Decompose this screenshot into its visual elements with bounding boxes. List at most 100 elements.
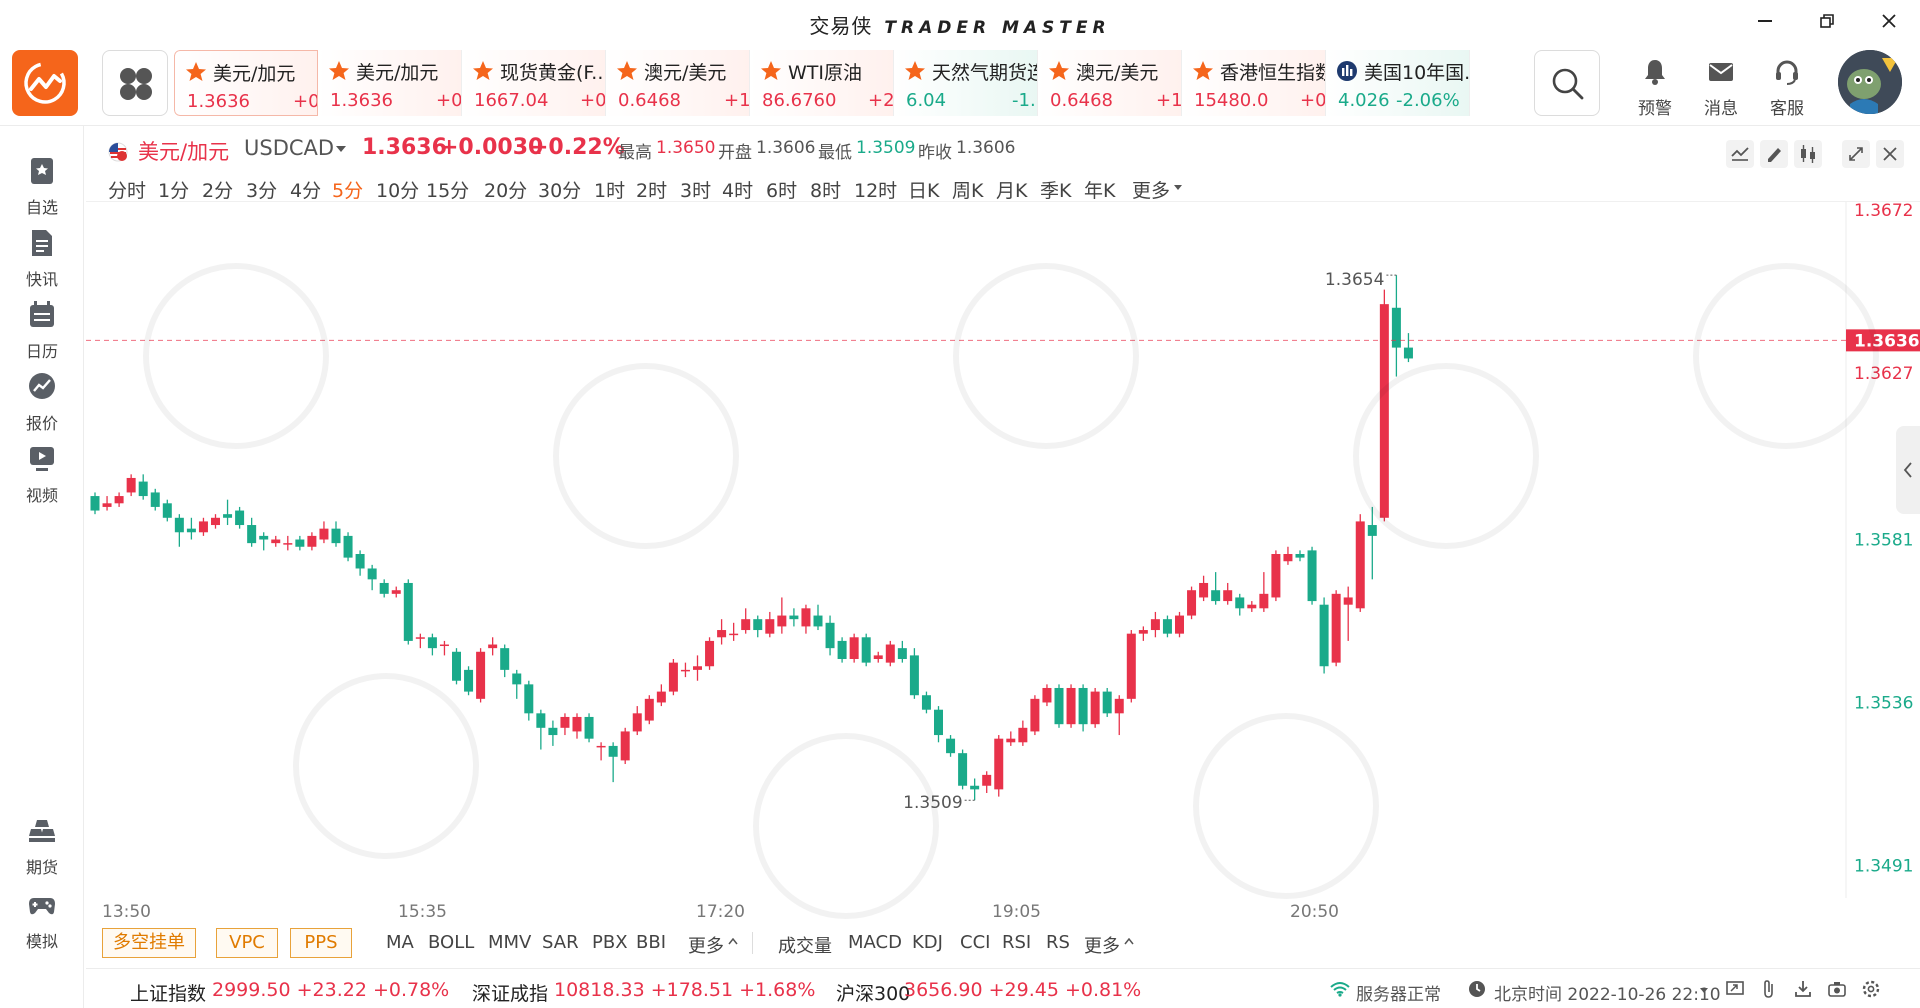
main-indicator-2[interactable]: MMV bbox=[488, 932, 532, 953]
timeframe-1[interactable]: 1分 bbox=[158, 180, 190, 202]
prev-close-value: 1.3606 bbox=[956, 138, 1016, 158]
timeframe-20[interactable]: 季K bbox=[1040, 180, 1072, 202]
top-action-mail[interactable]: 消息 bbox=[1694, 54, 1748, 119]
sub-indicator-0[interactable]: 成交量 bbox=[778, 936, 832, 957]
timeframe-14[interactable]: 6时 bbox=[766, 180, 798, 202]
timeframe-13[interactable]: 4时 bbox=[722, 180, 754, 202]
candle bbox=[235, 506, 245, 529]
timeframe-22[interactable]: 更多 bbox=[1132, 180, 1171, 202]
index-name[interactable]: 上证指数 bbox=[130, 983, 207, 1005]
timeframe-12[interactable]: 3时 bbox=[680, 180, 712, 202]
timeframe-7[interactable]: 15分 bbox=[426, 180, 470, 202]
main-indicator-1[interactable]: BOLL bbox=[428, 932, 475, 953]
sidebar-item-video[interactable]: 视频 bbox=[0, 434, 84, 514]
index-name[interactable]: 沪深300 bbox=[836, 983, 911, 1005]
watchlist-tab[interactable]: 澳元/美元 0.6468 +1. bbox=[606, 50, 750, 116]
watchlist-tab[interactable]: 美国10年国... 4.026 -2.06% bbox=[1326, 50, 1470, 116]
screenshot-icon[interactable] bbox=[1828, 980, 1846, 998]
fullscreen-button[interactable] bbox=[1842, 140, 1870, 168]
timeframe-5[interactable]: 5分 bbox=[332, 180, 364, 202]
app-grid-button[interactable] bbox=[102, 50, 168, 116]
watchlist-change: +2. bbox=[868, 90, 894, 111]
side-panel-toggle[interactable] bbox=[1896, 426, 1920, 514]
sidebar-item-gamepad[interactable]: 模拟 bbox=[0, 880, 84, 960]
sidebar-item-trend[interactable]: 报价 bbox=[0, 362, 84, 442]
main-indicator-4[interactable]: PBX bbox=[592, 932, 628, 953]
chevron-up-icon[interactable] bbox=[728, 938, 738, 945]
main-indicator-6[interactable]: 更多 bbox=[688, 936, 724, 957]
timeframe-0[interactable]: 分时 bbox=[108, 180, 147, 202]
timeframe-15[interactable]: 8时 bbox=[810, 180, 842, 202]
top-action-headset[interactable]: 客服 bbox=[1760, 54, 1814, 119]
timeframe-17[interactable]: 日K bbox=[908, 180, 940, 202]
indicator-toggle-2[interactable]: PPS bbox=[290, 928, 352, 958]
indicator-divider bbox=[752, 932, 753, 954]
timeframe-3[interactable]: 3分 bbox=[246, 180, 278, 202]
symbol-code[interactable]: USDCAD bbox=[244, 136, 335, 160]
chevron-up-icon[interactable] bbox=[1124, 938, 1134, 945]
candle-style-button[interactable] bbox=[1794, 140, 1822, 168]
index-name[interactable]: 深证成指 bbox=[472, 983, 549, 1005]
minimize-button[interactable] bbox=[1748, 6, 1782, 36]
sub-indicator-3[interactable]: CCI bbox=[960, 932, 991, 953]
timeframe-2[interactable]: 2分 bbox=[202, 180, 234, 202]
timeframe-11[interactable]: 2时 bbox=[636, 180, 668, 202]
sub-indicator-5[interactable]: RS bbox=[1046, 932, 1070, 953]
watchlist-tab[interactable]: WTI原油 86.6760 +2. bbox=[750, 50, 894, 116]
timeframe-6[interactable]: 10分 bbox=[376, 180, 420, 202]
watchlist-tab[interactable]: 天然气期货连 6.04 -1. bbox=[894, 50, 1038, 116]
candle bbox=[1259, 572, 1269, 612]
timeframe-8[interactable]: 20分 bbox=[484, 180, 528, 202]
indicator-toggle-0[interactable]: 多空挂单 bbox=[102, 928, 196, 958]
candle bbox=[1235, 593, 1245, 616]
sidebar-item-gold-bars[interactable]: 期货 bbox=[0, 806, 84, 886]
sidebar-item-label: 日历 bbox=[25, 342, 58, 361]
draw-tool-button[interactable] bbox=[1760, 140, 1788, 168]
index-value: 3656.90 +29.45 +0.81% bbox=[904, 979, 1142, 1001]
search-button[interactable] bbox=[1534, 50, 1600, 116]
top-bar: 美元/加元 1.3636 +0. 美元/加元 1.3636 +0. 现货黄金(F.. 1667… bbox=[0, 44, 1920, 126]
watchlist-tab[interactable]: 香港恒生指数 15480.0 +0. bbox=[1182, 50, 1326, 116]
sub-indicator-2[interactable]: KDJ bbox=[912, 932, 943, 953]
screen-icon[interactable] bbox=[1726, 980, 1744, 998]
chevron-down-icon[interactable] bbox=[1700, 988, 1708, 993]
sidebar-item-bookmark[interactable]: 自选 bbox=[0, 146, 84, 226]
timeframe-4[interactable]: 4分 bbox=[290, 180, 322, 202]
watchlist-tab[interactable]: 澳元/美元 0.6468 +1. bbox=[1038, 50, 1182, 116]
symbol-name[interactable]: 美元/加元 bbox=[138, 140, 230, 164]
top-action-bell[interactable]: 预警 bbox=[1628, 54, 1682, 119]
timeframe-21[interactable]: 年K bbox=[1084, 180, 1116, 202]
price-tick-label: 1.3491 bbox=[1854, 856, 1913, 876]
chevron-down-icon[interactable] bbox=[336, 146, 346, 152]
candle bbox=[1150, 611, 1160, 638]
download-icon[interactable] bbox=[1794, 980, 1812, 998]
app-logo[interactable] bbox=[12, 50, 78, 116]
watchlist-tab[interactable]: 美元/加元 1.3636 +0. bbox=[318, 50, 462, 116]
close-chart-button[interactable] bbox=[1876, 140, 1904, 168]
line-tool-button[interactable] bbox=[1726, 140, 1754, 168]
timeframe-16[interactable]: 12时 bbox=[854, 180, 898, 202]
sidebar-item-calendar[interactable]: 日历 bbox=[0, 290, 84, 370]
timeframe-9[interactable]: 30分 bbox=[538, 180, 582, 202]
timeframe-10[interactable]: 1时 bbox=[594, 180, 626, 202]
sub-indicator-1[interactable]: MACD bbox=[848, 932, 902, 953]
attach-icon[interactable] bbox=[1760, 980, 1778, 998]
settings-icon[interactable] bbox=[1862, 980, 1880, 998]
watchlist-tab[interactable]: 美元/加元 1.3636 +0. bbox=[174, 50, 318, 116]
watchlist-tab[interactable]: 现货黄金(F.. 1667.04 +0. bbox=[462, 50, 606, 116]
main-indicator-5[interactable]: BBI bbox=[636, 932, 667, 953]
timeframe-18[interactable]: 周K bbox=[952, 180, 984, 202]
close-window-button[interactable] bbox=[1872, 6, 1906, 36]
sub-indicator-6[interactable]: 更多 bbox=[1084, 936, 1120, 957]
candlestick-chart[interactable]: 1.3654 1.3509 1.3672 1.3627 1.3581 1.3536 1.34… bbox=[86, 202, 1920, 898]
indicator-toggle-1[interactable]: VPC bbox=[216, 928, 278, 958]
main-indicator-0[interactable]: MA bbox=[386, 932, 414, 953]
main-indicator-3[interactable]: SAR bbox=[542, 932, 579, 953]
restore-button[interactable] bbox=[1810, 6, 1844, 36]
avatar[interactable] bbox=[1838, 50, 1902, 114]
index-value: 2999.50 +23.22 +0.78% bbox=[212, 979, 450, 1001]
beijing-time[interactable]: 北京时间 2022-10-26 22:10 bbox=[1494, 985, 1721, 1005]
sub-indicator-4[interactable]: RSI bbox=[1002, 932, 1032, 953]
timeframe-19[interactable]: 月K bbox=[996, 180, 1028, 202]
sidebar-item-news[interactable]: 快讯 bbox=[0, 218, 84, 298]
